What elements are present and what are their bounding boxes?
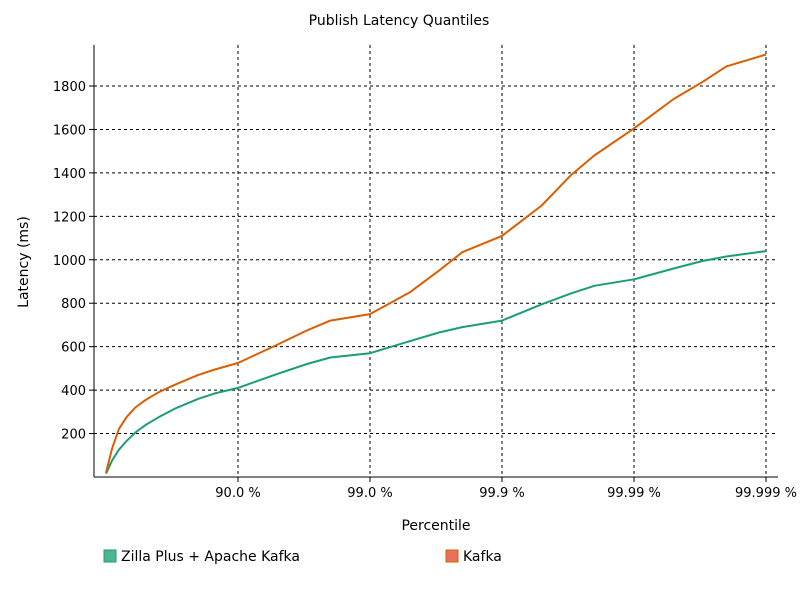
y-tick-label: 400: [61, 384, 86, 399]
legend: Zilla Plus + Apache Kafka Kafka: [103, 549, 502, 565]
grid-lines: [94, 45, 778, 477]
y-tick-label: 800: [61, 297, 86, 312]
legend-label-1: Kafka: [463, 549, 502, 565]
x-tick-label: 99.999 %: [735, 486, 797, 501]
series-line-0: [105, 250, 767, 475]
y-tick-label: 1600: [53, 123, 86, 138]
x-axis-label: Percentile: [401, 518, 470, 534]
y-ticks: 200 400 600 800 1000 1200 1400 1600 1800: [53, 80, 94, 443]
legend-swatch-0: [103, 549, 117, 563]
x-tick-label: 90.0 %: [215, 486, 260, 501]
chart-title: Publish Latency Quantiles: [309, 13, 490, 29]
x-tick-label: 99.9 %: [479, 486, 524, 501]
legend-swatch-1: [445, 549, 459, 563]
y-tick-label: 1000: [53, 254, 86, 269]
series-lines: [105, 53, 767, 475]
y-tick-label: 600: [61, 341, 86, 356]
axes: [93, 45, 778, 478]
x-tick-label: 99.0 %: [347, 486, 392, 501]
y-tick-label: 1400: [53, 167, 86, 182]
y-axis-label: Latency (ms): [16, 216, 32, 308]
legend-label-0: Zilla Plus + Apache Kafka: [121, 549, 300, 565]
y-tick-label: 1200: [53, 210, 86, 225]
x-ticks: 90.0 % 99.0 % 99.9 % 99.99 % 99.999 %: [215, 477, 797, 501]
y-tick-label: 200: [61, 428, 86, 443]
y-tick-label: 1800: [53, 80, 86, 95]
series-line-1: [105, 53, 767, 473]
x-tick-label: 99.99 %: [607, 486, 661, 501]
